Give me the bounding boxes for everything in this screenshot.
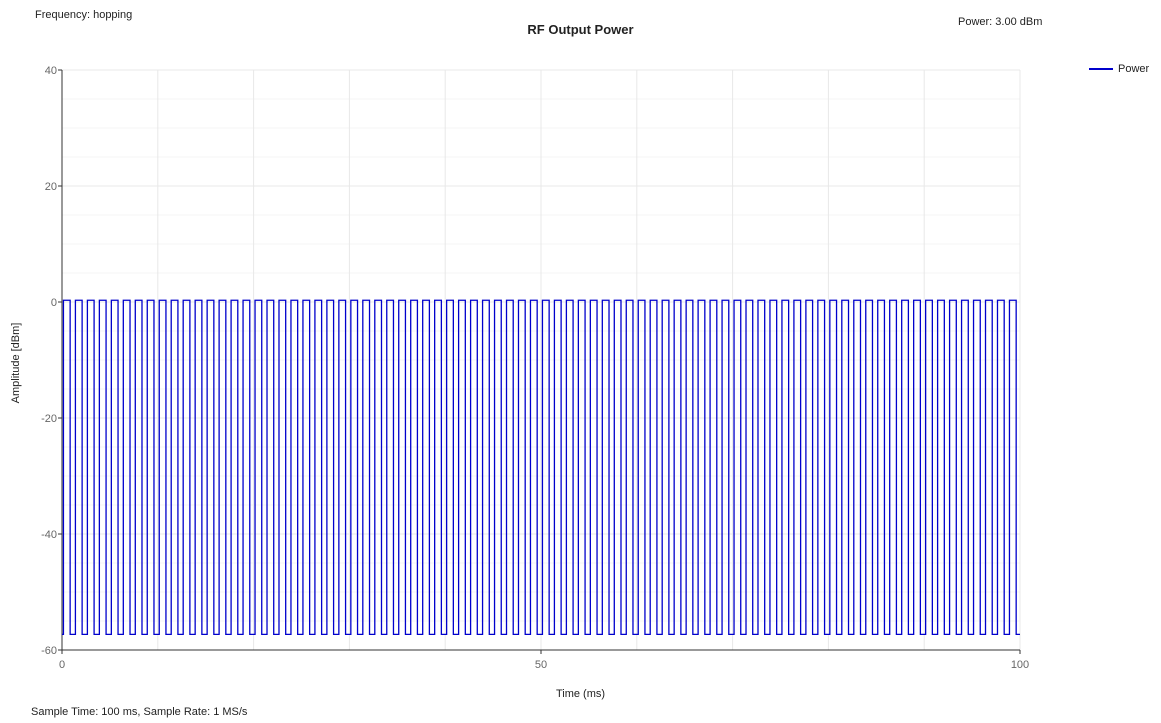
tick-labels: -60 -40 -20 0 20 40 0 50 100 xyxy=(41,65,1029,671)
y-tick-label: -20 xyxy=(41,413,57,425)
legend: Power xyxy=(1089,63,1149,75)
axes xyxy=(58,69,1021,654)
frequency-readout: Frequency: hopping xyxy=(35,9,133,21)
power-readout: Power: 3.00 dBm xyxy=(958,16,1043,28)
y-tick-label: 0 xyxy=(51,297,57,309)
x-tick-label: 0 xyxy=(59,659,65,671)
y-tick-label: -60 xyxy=(41,645,57,657)
sample-info: Sample Time: 100 ms, Sample Rate: 1 MS/s xyxy=(31,706,248,718)
x-tick-label: 100 xyxy=(1011,659,1029,671)
series-layer xyxy=(62,299,1020,635)
y-tick-label: 40 xyxy=(45,65,57,77)
legend-swatch-power xyxy=(1089,68,1113,70)
series-line-power xyxy=(62,299,1020,635)
y-axis-label: Amplitude [dBm] xyxy=(10,322,22,404)
grid-lines xyxy=(61,69,1021,651)
x-tick-label: 50 xyxy=(535,659,547,671)
x-axis-label: Time (ms) xyxy=(555,688,606,700)
y-tick-label: -40 xyxy=(41,529,57,541)
y-tick-label: 20 xyxy=(45,181,57,193)
chart-title: RF Output Power xyxy=(527,22,634,37)
legend-label-power: Power xyxy=(1118,63,1150,75)
